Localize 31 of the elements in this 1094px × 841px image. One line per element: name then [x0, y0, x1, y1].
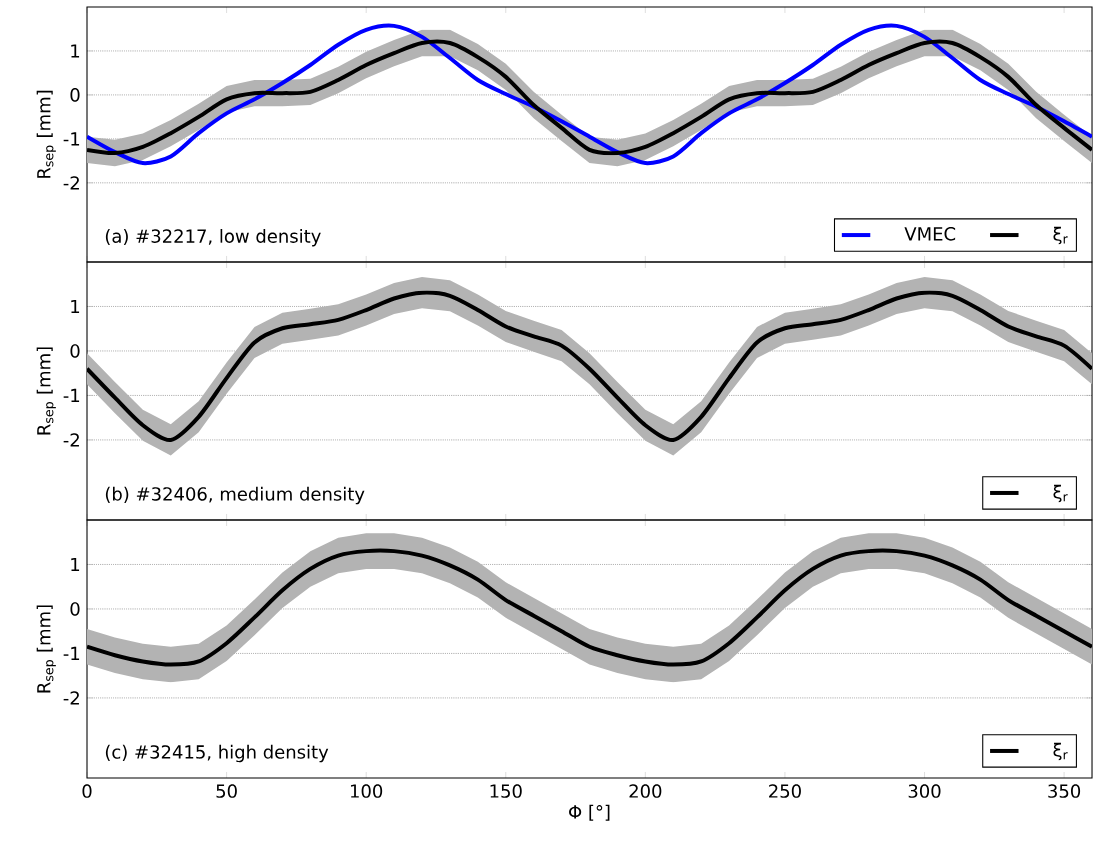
annotation: (c) #32415, high density — [105, 744, 329, 763]
y-axis-title: R$_{sep}$ [mm] — [36, 347, 56, 435]
legend-label: ξ$_{r}$ — [1053, 484, 1068, 503]
y-tick-label: -2 — [63, 433, 79, 447]
y-tick-label: 0 — [70, 602, 80, 616]
legend-label: ξ$_{r}$ — [1053, 226, 1068, 245]
x-tick-label: 100 — [350, 784, 383, 798]
x-axis-title: Φ [°] — [569, 804, 610, 821]
y-axis-title: R$_{sep}$ [mm] — [36, 90, 56, 178]
y-tick-label: 1 — [71, 299, 80, 314]
y-tick-label: -1 — [63, 646, 80, 660]
y-tick-label: 1 — [71, 44, 80, 58]
x-tick-label: 250 — [769, 784, 801, 798]
y-axis-title: R$_{sep}$ [mm] — [36, 605, 56, 693]
y-tick-label: 0 — [70, 88, 80, 102]
y-tick-label: -1 — [63, 388, 80, 402]
x-tick-label: 0 — [82, 784, 92, 798]
y-tick-label: -2 — [63, 691, 79, 705]
y-tick-label: 1 — [71, 557, 80, 572]
y-tick-label: -2 — [63, 176, 79, 190]
x-tick-label: 200 — [629, 784, 662, 798]
x-tick-label: 300 — [908, 784, 941, 798]
x-tick-label: 350 — [1048, 784, 1081, 798]
annotation: (b) #32406, medium density — [105, 486, 365, 505]
x-tick-label: 50 — [216, 784, 237, 798]
legend-label: ξ$_{r}$ — [1053, 742, 1068, 761]
x-tick-label: 150 — [490, 784, 522, 798]
annotation: (a) #32217, low density — [105, 228, 321, 247]
y-tick-label: 0 — [70, 344, 80, 358]
legend-label: VMEC — [904, 227, 956, 241]
y-tick-label: -1 — [63, 132, 80, 146]
